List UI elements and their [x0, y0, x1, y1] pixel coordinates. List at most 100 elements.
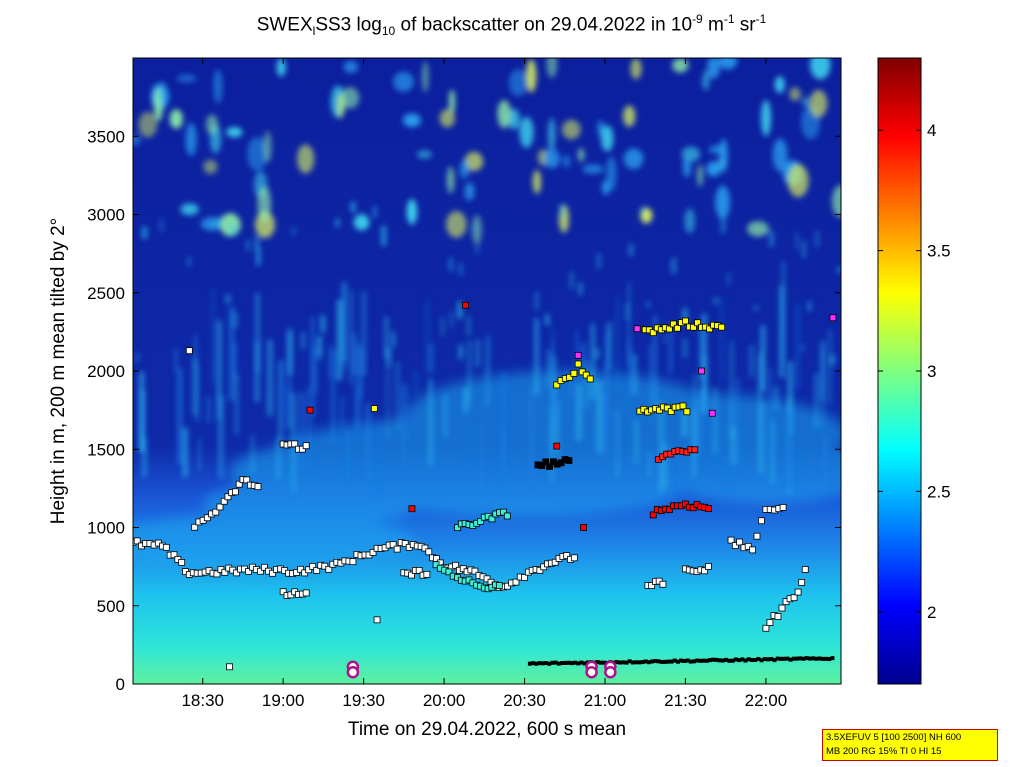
layer-marker: [683, 408, 691, 416]
field-patch: [353, 214, 370, 231]
layer-marker: [213, 570, 221, 578]
field-streak: [287, 334, 291, 430]
layer-marker: [669, 320, 677, 328]
field-streak: [713, 436, 717, 472]
field-speck: [459, 263, 462, 276]
ground-layer-marker: [772, 658, 777, 663]
field-speck: [727, 272, 730, 285]
field-streak: [343, 309, 347, 371]
field-patch: [809, 89, 828, 118]
field-streak: [339, 396, 345, 431]
layer-marker: [302, 589, 310, 597]
field-streak: [627, 339, 631, 408]
layer-marker: [279, 588, 287, 596]
field-streak: [354, 385, 358, 443]
field-streak: [557, 401, 560, 460]
field-patch: [672, 58, 689, 73]
ground-layer-marker: [749, 658, 754, 662]
field-streak: [768, 367, 772, 467]
field-patch: [459, 159, 470, 179]
field-streak: [467, 385, 470, 467]
field-patch: [789, 87, 801, 101]
layer-marker: [477, 517, 484, 525]
layer-marker: [553, 442, 561, 450]
ground-layer-marker: [598, 660, 603, 665]
backscatter-field: [133, 58, 841, 572]
colorbar-tick-label: 2: [927, 603, 936, 622]
y-tick-label: 1000: [87, 519, 125, 538]
field-streak: [634, 419, 639, 465]
colorbar-tick-label: 4: [927, 121, 936, 140]
field-streak: [217, 373, 221, 475]
info-box: 3.5XEFUV 5 [100 2500] NH 600 MB 200 RG 1…: [822, 729, 998, 761]
field-streak: [605, 331, 609, 427]
field-streak: [206, 396, 211, 423]
field-speck: [535, 291, 539, 310]
layer-marker: [488, 515, 496, 523]
field-patch: [159, 81, 167, 108]
ground-layer-marker: [653, 658, 658, 663]
layer-marker: [570, 369, 578, 377]
field-speck: [225, 294, 231, 304]
field-patch: [623, 105, 636, 127]
layer-marker: [269, 569, 276, 577]
field-streak: [591, 323, 595, 400]
field-streak: [328, 345, 332, 378]
layer-marker: [736, 538, 744, 546]
field-streak: [395, 361, 400, 431]
field-streak: [529, 389, 534, 485]
layer-marker: [766, 619, 774, 626]
ground-layer-marker: [830, 656, 835, 661]
layer-marker: [185, 347, 193, 355]
ground-layer-marker: [618, 660, 623, 665]
field-streak: [299, 392, 304, 469]
field-streak: [668, 321, 673, 374]
field-speck: [578, 282, 582, 295]
layer-marker: [744, 542, 752, 550]
field-streak: [377, 423, 381, 496]
x-axis-label: Time on 29.04.2022, 600 s mean: [348, 719, 626, 740]
ground-layer-marker: [788, 657, 793, 662]
field-patch: [393, 71, 414, 92]
field-speck: [815, 231, 819, 248]
y-tick-label: 2500: [87, 284, 125, 303]
field-streak: [732, 426, 736, 465]
field-streak: [823, 435, 827, 492]
field-patch: [682, 157, 691, 178]
field-streak: [361, 291, 366, 376]
field-speck: [232, 312, 238, 329]
ground-layer-marker: [727, 658, 732, 663]
layer-marker: [679, 402, 687, 410]
field-streak: [425, 300, 429, 375]
field-patch: [185, 122, 197, 157]
layer-marker: [749, 546, 756, 554]
ground-layer-marker: [534, 661, 539, 666]
layer-marker: [649, 511, 657, 519]
layer-marker: [665, 325, 673, 333]
field-speck: [391, 331, 395, 348]
layer-marker: [778, 604, 786, 612]
field-streak: [481, 424, 485, 491]
field-patch: [600, 125, 614, 152]
field-patch: [205, 114, 219, 135]
layer-marker: [393, 545, 401, 553]
field-speck: [386, 348, 392, 367]
field-streak: [627, 282, 631, 366]
layer-marker: [565, 457, 573, 464]
field-streak: [235, 374, 238, 436]
field-streak: [576, 383, 582, 441]
ground-layer-marker: [624, 660, 629, 665]
field-streak: [360, 348, 364, 400]
ground-layer-marker: [576, 661, 581, 666]
field-patch: [546, 58, 558, 78]
field-patch: [543, 149, 560, 169]
field-speck: [231, 223, 236, 236]
layer-marker: [665, 506, 673, 514]
layer-marker: [297, 565, 305, 573]
ground-layer-marker: [566, 660, 571, 665]
ground-layer-marker: [675, 659, 680, 664]
field-streak: [749, 345, 754, 378]
field-streak: [468, 339, 471, 406]
field-streak: [311, 317, 315, 418]
field-patch: [747, 221, 769, 237]
